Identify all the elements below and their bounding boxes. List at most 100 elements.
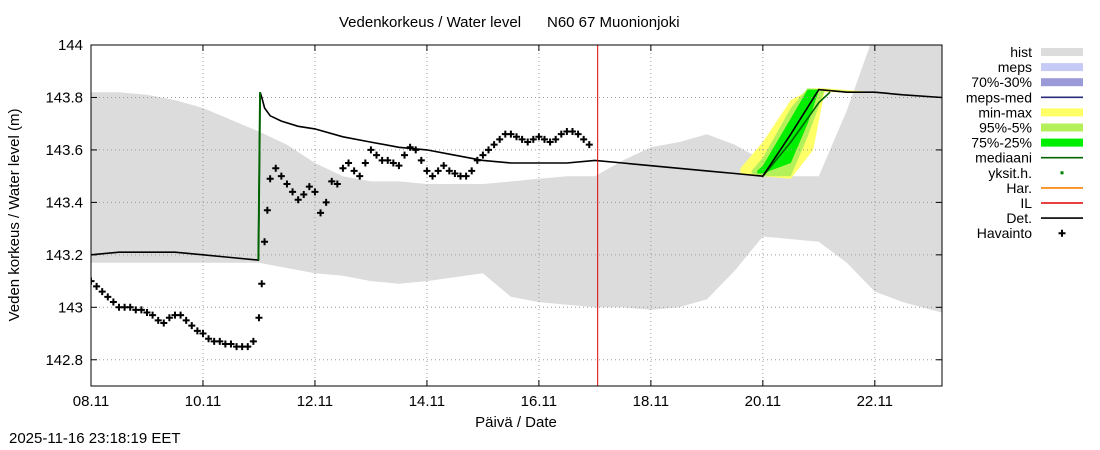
observation-point	[311, 188, 319, 196]
observation-point	[468, 167, 476, 175]
observation-point	[143, 309, 151, 317]
det-jump-segment	[257, 92, 262, 261]
x-tick-label: 22.11	[857, 393, 893, 410]
observation-point	[412, 146, 420, 154]
observation-point	[389, 159, 397, 167]
legend-label: Havainto	[977, 225, 1032, 241]
observation-point	[451, 170, 459, 178]
observation-point	[227, 340, 235, 348]
legend-label: 95%-5%	[979, 120, 1032, 136]
observation-point	[154, 316, 162, 324]
observation-point	[244, 343, 252, 351]
observation-point	[258, 280, 266, 288]
observation-point	[165, 314, 173, 322]
observation-point	[485, 146, 493, 154]
observation-point	[440, 162, 448, 170]
observation-point	[149, 311, 157, 319]
observation-point	[126, 303, 134, 311]
observation-point	[345, 159, 353, 167]
observation-point	[305, 183, 313, 191]
legend-label: meps-med	[966, 89, 1032, 105]
observation-point	[434, 167, 442, 175]
observation-point	[255, 314, 263, 322]
observation-point	[507, 130, 515, 138]
y-tick-label: 143.8	[45, 89, 83, 106]
legend: histmeps70%-30%meps-medmin-max95%-5%75%-…	[966, 44, 1083, 241]
observation-point	[395, 162, 403, 170]
chart-title-right: N60 67 Muonionjoki	[547, 14, 680, 31]
x-tick-label: 12.11	[297, 393, 333, 410]
x-tick-label: 16.11	[521, 393, 557, 410]
observation-point	[263, 206, 271, 214]
legend-label: IL	[1020, 195, 1032, 211]
observation-point	[406, 143, 414, 151]
observation-point	[137, 306, 145, 314]
observation-point	[524, 138, 532, 146]
axes: 08.11 10.11 12.11 14.11 16.11 18.11 20.11 22.11…	[45, 37, 942, 410]
observation-point	[205, 335, 213, 343]
timestamp: 2025-11-16 23:18:19 EET	[9, 430, 181, 447]
legend-swatch	[1058, 229, 1066, 237]
observation-point	[568, 128, 576, 136]
line-mediaani	[762, 91, 831, 177]
observation-point	[339, 164, 347, 172]
observation-point	[350, 167, 358, 175]
observation-point	[328, 177, 336, 185]
observation-point	[104, 293, 112, 301]
observation-point	[540, 135, 548, 143]
legend-swatch	[1041, 63, 1083, 72]
observation-point	[557, 130, 565, 138]
legend-swatch	[1041, 108, 1083, 117]
legend-swatch	[1041, 138, 1083, 147]
observation-point	[261, 238, 269, 246]
observations	[91, 128, 593, 351]
plot-border	[90, 44, 943, 387]
legend-label: min-max	[978, 104, 1032, 120]
observation-point	[585, 141, 593, 149]
observation-point	[333, 180, 341, 188]
y-tick-label: 143.2	[45, 247, 83, 264]
observation-point	[188, 322, 196, 330]
observation-point	[294, 196, 302, 204]
legend-swatch	[1041, 78, 1083, 87]
observation-point	[182, 316, 190, 324]
legend-label: 75%-25%	[971, 135, 1032, 151]
observation-point	[199, 330, 207, 338]
legend-swatch	[1041, 123, 1083, 132]
observation-point	[283, 180, 291, 188]
observation-point	[300, 191, 308, 199]
observation-point	[546, 138, 554, 146]
observation-point	[317, 209, 325, 217]
legend-label: Har.	[1006, 180, 1032, 196]
observation-point	[529, 135, 537, 143]
y-tick-label: 142.8	[45, 352, 83, 369]
observation-point	[518, 135, 526, 143]
observation-point	[272, 164, 280, 172]
observation-point	[160, 319, 168, 327]
observation-point	[423, 167, 431, 175]
observation-point	[322, 198, 330, 206]
y-axis-label: Veden korkeus / Water level (m)	[6, 109, 23, 322]
x-tick-label: 18.11	[633, 393, 669, 410]
x-tick-label: 14.11	[409, 393, 445, 410]
observation-point	[266, 175, 274, 183]
x-axis-label: Päivä / Date	[475, 414, 557, 430]
observation-point	[462, 172, 470, 180]
observation-point	[289, 188, 297, 196]
plot-area	[91, 45, 942, 386]
observation-point	[249, 337, 257, 345]
legend-label: mediaani	[975, 150, 1032, 166]
observation-point	[445, 167, 453, 175]
y-tick-label: 143	[58, 299, 83, 316]
observation-point	[574, 130, 582, 138]
legend-label: yksit.h.	[988, 165, 1032, 181]
observation-point	[109, 298, 117, 306]
observation-point	[384, 156, 392, 164]
x-tick-label: 20.11	[745, 393, 781, 410]
x-tick-label: 08.11	[73, 393, 109, 410]
observation-point	[216, 337, 224, 345]
observation-point	[367, 146, 375, 154]
legend-label: hist	[1010, 44, 1032, 60]
line-det-	[91, 88, 942, 261]
observation-point	[401, 151, 409, 159]
